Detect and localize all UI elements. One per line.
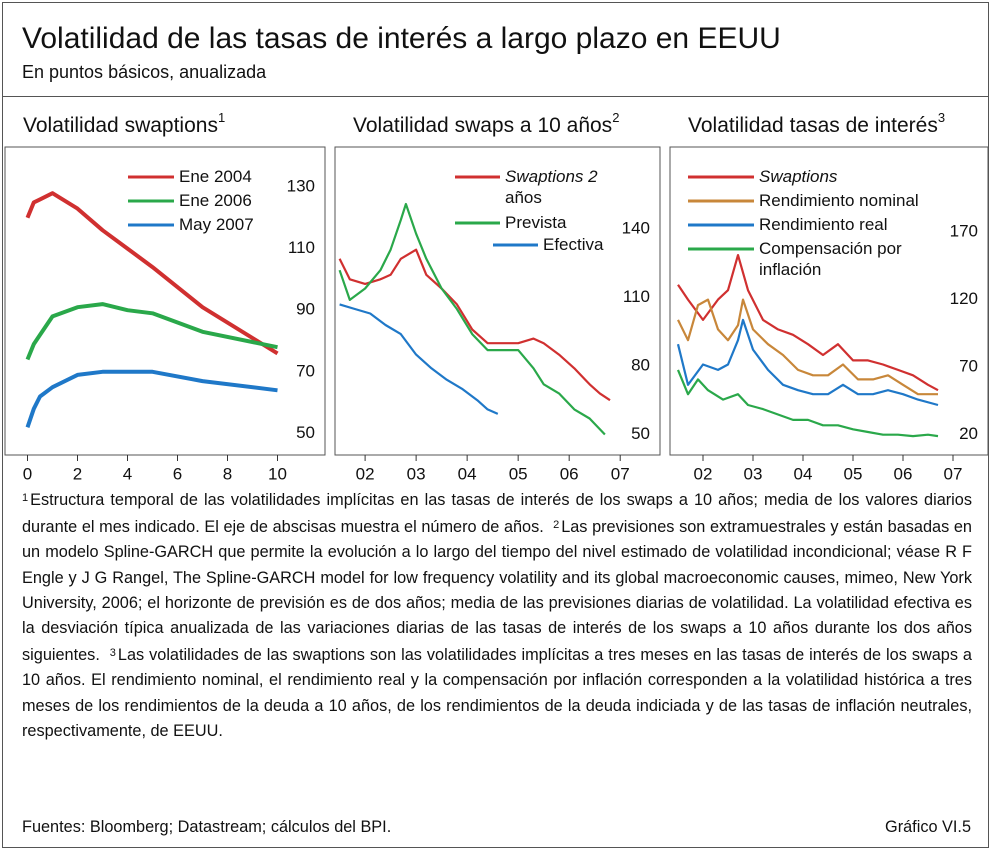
plot-frame [4,146,326,456]
x-tick-label: 03 [744,464,763,480]
series-line [338,248,611,402]
legend-item: Rendimiento real [759,215,888,234]
legend-label: Prevista [505,213,567,232]
series-line [677,298,938,396]
legend-label: Swaptions [759,167,838,186]
x-tick-label: 07 [944,464,963,480]
note-ref: 3 [938,110,945,125]
legend-item: Rendimiento nominal [759,191,919,210]
x-tick-label: 02 [694,464,713,480]
x-tick-label: 6 [173,464,182,480]
x-tick-label: 06 [894,464,913,480]
subtitle: En puntos básicos, anualizada [22,62,267,82]
plot-frame [669,146,989,456]
panel-title-text: Volatilidad swaptions [23,114,218,137]
footnotes: 1 Estructura temporal de las volatilidade… [22,486,972,744]
note: Estructura temporal de las volatilidades… [22,491,972,537]
legend-label: May 2007 [179,215,254,234]
legend-label: Rendimiento nominal [759,191,919,210]
legend-item: Prevista [505,213,567,232]
series-line [338,202,606,436]
y-tick-label: 50 [296,423,315,442]
note-ref: 1 [218,110,225,125]
series-line [25,369,278,428]
y-tick-label: 110 [288,238,315,257]
x-tick-label: 05 [844,464,863,480]
legend-item: Ene 2004 [179,167,252,186]
y-tick-label: 70 [296,361,315,380]
panel-title: Volatilidad swaps a 10 años2 [353,110,619,136]
title: Volatilidad de las tasas de interés a la… [22,22,781,55]
y-tick-label: 20 [959,424,978,443]
legend-item: Efectiva [543,235,604,254]
legend-label: Rendimiento real [759,215,888,234]
x-tick-label: 05 [509,464,528,480]
x-tick-label: 03 [407,464,426,480]
legend-item: May 2007 [179,215,254,234]
series-line [25,191,279,356]
series-line [676,318,939,407]
y-tick-label: 110 [623,287,650,306]
note-ref: 3 [109,647,116,660]
legend-label: Compensación por inflación [759,239,902,279]
y-tick-label: 90 [296,300,315,319]
divider [2,96,989,97]
legend-label: Efectiva [543,235,604,254]
x-tick-label: 8 [223,464,232,480]
panel-title-text: Volatilidad tasas de interés [688,114,938,137]
x-tick-label: 04 [794,464,813,480]
series-line [677,254,939,392]
x-tick-label: 07 [611,464,630,480]
series-line [676,369,939,438]
chart-code: Gráfico VI.5 [885,818,971,836]
panel-title: Volatilidad tasas de interés3 [688,110,945,136]
x-tick-label: 04 [458,464,477,480]
note: Las volatilidades de las swaptions son l… [22,646,972,740]
legend-label: Swaptions 2 años [505,167,598,207]
note: Las previsiones son extramuestrales y es… [22,518,972,665]
y-tick-label: 50 [631,424,650,443]
y-tick-label: 80 [631,356,650,375]
legend-item: Swaptions [759,167,838,186]
x-tick-label: 0 [23,464,32,480]
x-tick-label: 06 [560,464,579,480]
source: Fuentes: Bloomberg; Datastream; cálculos… [22,818,392,836]
panel-title: Volatilidad swaptions1 [23,110,225,136]
legend-item: Ene 2006 [179,191,252,210]
note-ref: 2 [553,519,560,532]
legend-item: Swaptions 2 años [505,167,598,207]
legend-label: Ene 2006 [179,191,252,210]
x-tick-label: 2 [73,464,82,480]
series-line [339,303,499,415]
series-line [25,302,278,361]
note-ref: 1 [22,492,29,504]
y-tick-label: 170 [950,222,978,241]
y-tick-label: 70 [959,357,978,376]
panel-title-text: Volatilidad swaps a 10 años [353,114,612,137]
x-tick-label: 10 [268,464,287,480]
legend-label: Ene 2004 [179,167,252,186]
y-tick-label: 130 [287,177,315,196]
legend-item: Compensación por inflación [759,239,902,279]
x-tick-label: 02 [356,464,375,480]
y-tick-label: 140 [622,219,650,238]
note-ref: 2 [612,110,619,125]
plot-frame [334,146,661,456]
y-tick-label: 120 [950,289,978,308]
x-tick-label: 4 [123,464,132,480]
